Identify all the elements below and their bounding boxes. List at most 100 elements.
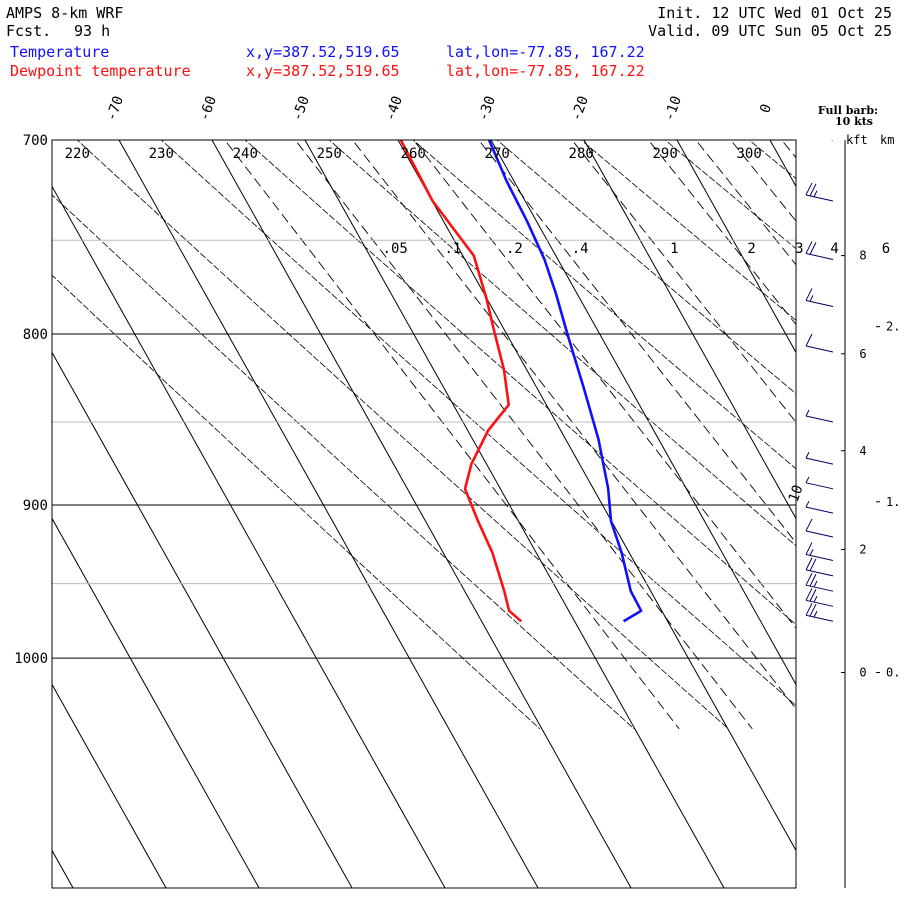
wind-barb-half-flag — [814, 130, 817, 136]
mixing-ratio-line — [224, 140, 680, 730]
mixing-ratio-line — [412, 140, 796, 629]
forecast-hour: 93 h — [74, 22, 111, 40]
mixing-ratio-label: 1 — [670, 241, 678, 257]
wind-barb-shaft — [805, 415, 834, 423]
isotherm-line — [583, 140, 796, 520]
kft-tick-label: 2 — [859, 543, 866, 557]
isotherm-line — [52, 683, 167, 888]
mixing-ratio-line — [730, 140, 796, 222]
wind-barb — [805, 288, 834, 307]
wind-barb-flag — [809, 588, 817, 602]
theta-label: 220 — [65, 146, 90, 162]
kft-tick-label: 4 — [859, 444, 866, 458]
dry-adiabat-line — [891, 119, 900, 729]
dry-adiabat-line — [496, 140, 796, 395]
mixing-ratio-line — [571, 140, 796, 423]
mixing-ratio-label: .1 — [444, 241, 461, 257]
wind-barb — [805, 409, 834, 423]
dry-adiabat-line — [748, 140, 796, 179]
wind-barb-shaft — [805, 457, 834, 465]
pressure-tick-label: 800 — [23, 327, 48, 343]
wind-barb-flag — [806, 122, 812, 134]
legend-temperature-latlon: lat,lon=-77.85, 167.22 — [446, 43, 645, 61]
isotherm-line — [52, 351, 353, 888]
pressure-tick-label: 1000 — [14, 651, 48, 667]
isotherm-line — [52, 185, 446, 888]
dry-adiabat-line — [52, 194, 635, 730]
wind-barb — [805, 451, 834, 465]
wind-barb-half-flag — [813, 610, 818, 618]
isotherm-line — [490, 140, 796, 686]
isotherm-line — [52, 517, 260, 888]
dry-adiabat-line — [412, 140, 796, 470]
wind-barb — [805, 557, 834, 577]
wind-barb — [805, 182, 834, 202]
kft-unit-label: kft — [846, 133, 868, 147]
wind-barb-flag — [805, 572, 813, 586]
barb-legend-line2: 10 kts — [835, 115, 873, 128]
km-unit-label: km — [880, 133, 894, 147]
init-time: Init. 12 UTC Wed 01 Oct 25 — [657, 4, 892, 22]
wind-barb-flag — [805, 557, 813, 571]
legend-temperature-label: Temperature — [10, 43, 110, 61]
valid-time: Valid. 09 UTC Sun 05 Oct 25 — [648, 22, 892, 40]
theta-label: 300 — [736, 146, 761, 162]
dry-adiabat-line — [807, 119, 900, 729]
legend-dewpoint-xy: x,y=387.52,519.65 — [246, 62, 400, 80]
wind-barb-half-flag — [805, 451, 810, 459]
wind-barb-flag — [809, 573, 817, 587]
dry-adiabat-line — [244, 140, 796, 626]
km-tick-label: 2. — [886, 320, 900, 334]
dewpoint-profile-line — [399, 140, 523, 623]
mixing-ratio-line — [647, 140, 796, 326]
wind-barb-half-flag — [809, 549, 814, 556]
kft-tick-label: 8 — [859, 249, 866, 263]
wind-barb — [805, 476, 834, 490]
wind-barb-shaft — [805, 506, 834, 514]
wind-barb-half-flag — [813, 190, 818, 197]
temperature-tick-label: -10 — [661, 94, 685, 123]
wind-barb-flag — [805, 241, 813, 254]
wind-barb — [805, 588, 834, 607]
barb-legend-line1: Full barb: — [818, 104, 878, 117]
wind-barb — [805, 500, 834, 514]
wind-barb-half-flag — [805, 409, 810, 417]
wind-barb-flag — [805, 182, 813, 196]
wind-barb-half-flag — [805, 476, 810, 484]
temperature-tick-label: -60 — [196, 94, 220, 123]
temperature-tick-label: -50 — [289, 94, 313, 123]
isotherm-line — [397, 140, 796, 852]
mixing-ratio-line — [351, 140, 796, 710]
wind-barb-flag — [805, 603, 813, 616]
mixing-ratio-label: 3 — [795, 241, 803, 257]
theta-label: 240 — [233, 146, 258, 162]
wind-barb-flag — [805, 588, 813, 601]
model-title: AMPS 8-km WRF — [6, 4, 124, 22]
mixing-ratio-line — [781, 140, 796, 159]
wind-barb-flag — [805, 333, 813, 347]
wind-barb-shaft — [805, 482, 834, 490]
wind-barb-flag — [805, 518, 813, 532]
temperature-tick-label: -40 — [382, 94, 406, 123]
mixing-ratio-label: .2 — [506, 241, 523, 257]
wind-barb-flag — [809, 242, 817, 255]
wind-barb — [806, 122, 833, 141]
dry-adiabat-line — [52, 274, 541, 730]
wind-barb-shaft — [805, 530, 834, 538]
isotherm-line — [304, 140, 725, 888]
km-tick-label: 0. — [886, 666, 900, 680]
wind-barb-flag — [805, 542, 813, 555]
wind-barb-flag — [809, 183, 817, 197]
wind-barb — [805, 572, 834, 592]
wind-barb-half-flag — [813, 595, 818, 603]
mixing-ratio-label: 2 — [747, 241, 755, 257]
temperature-profile-line — [487, 140, 643, 623]
wind-barb-flag — [809, 558, 817, 572]
mixing-ratio-label: 4 — [830, 241, 838, 257]
legend-temperature-xy: x,y=387.52,519.65 — [246, 43, 400, 61]
wind-barb-shaft — [805, 345, 834, 353]
wind-barb — [805, 518, 834, 538]
dry-adiabat-line — [76, 140, 729, 730]
legend-dewpoint-label: Dewpoint temperature — [10, 62, 191, 80]
mixing-ratio-label: .4 — [572, 241, 589, 257]
